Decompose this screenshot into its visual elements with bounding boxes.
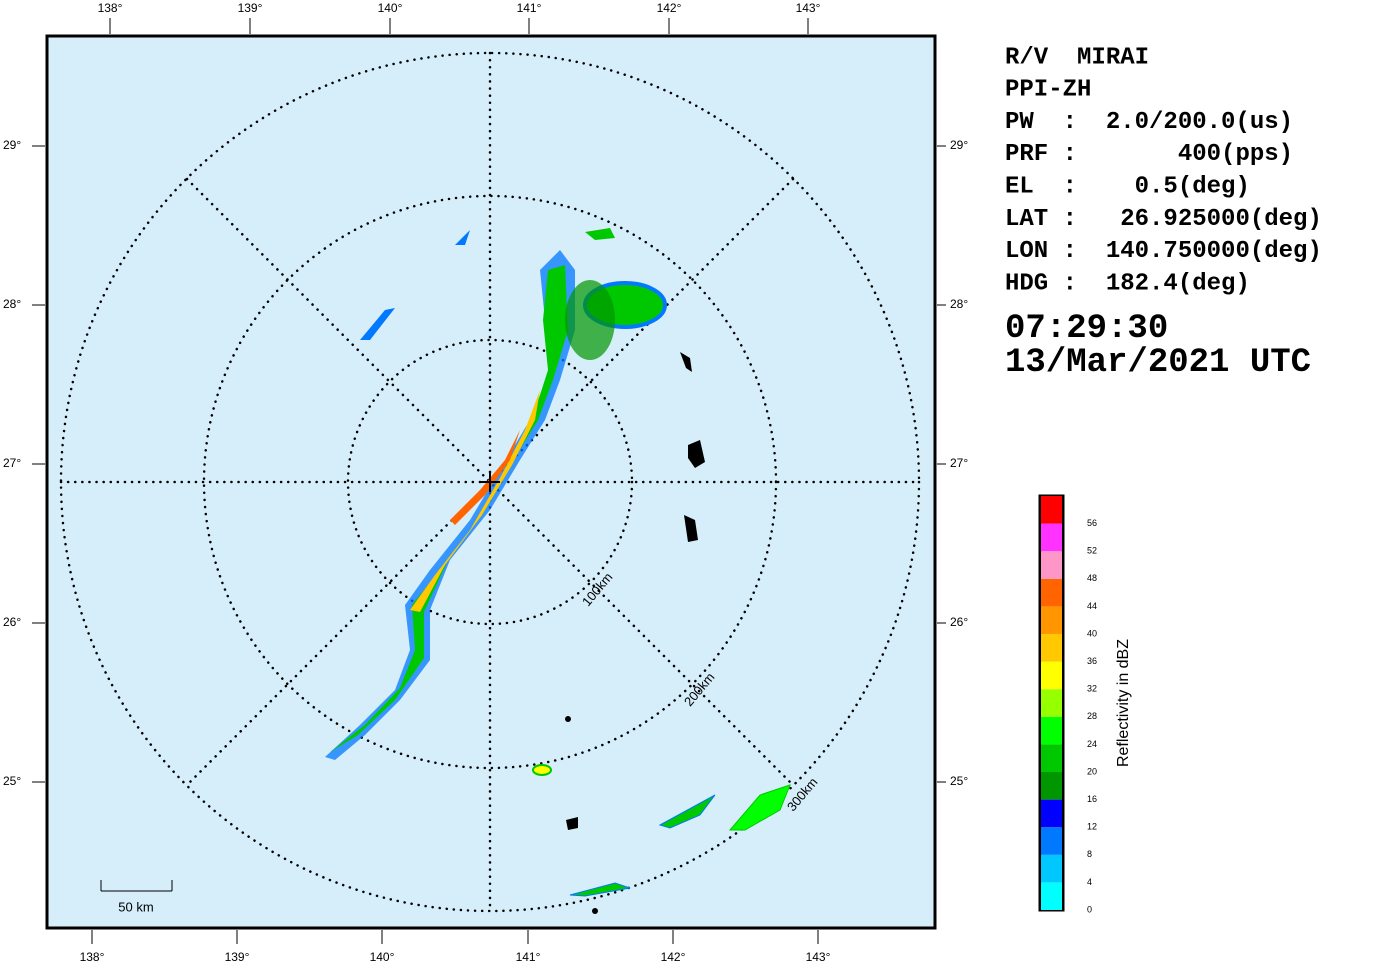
- colorbar-tick: 40: [1087, 628, 1097, 638]
- echo: [330, 265, 568, 752]
- colorbar-tick: 20: [1087, 766, 1097, 776]
- ring: [59, 51, 921, 913]
- spoke: [185, 177, 795, 787]
- lon-label: 138°: [98, 1, 123, 15]
- scale-bar: [100, 880, 173, 892]
- colorbar-tick: 44: [1087, 601, 1097, 611]
- lon-label: 139°: [225, 950, 250, 964]
- lat-label: 26°: [950, 615, 968, 629]
- echo: [360, 308, 395, 340]
- lat-label: 28°: [3, 297, 21, 311]
- lat-label: 27°: [3, 456, 21, 470]
- scale-label: 50 km: [118, 899, 153, 914]
- lon-label: 138°: [80, 950, 105, 964]
- lat-label: 29°: [950, 138, 968, 152]
- island: [565, 716, 571, 722]
- lon-label: 140°: [370, 950, 395, 964]
- info-line: EL : 0.5(deg): [1005, 174, 1250, 201]
- lon-label: 140°: [378, 1, 403, 15]
- date: 13/Mar/2021 UTC: [1005, 344, 1311, 382]
- colorbar-bin: [1041, 606, 1062, 634]
- colorbar-bin: [1041, 799, 1062, 828]
- island: [684, 515, 698, 542]
- lat-label: 29°: [3, 138, 21, 152]
- info-line: PPI-ZH: [1005, 77, 1091, 104]
- echo: [658, 794, 716, 829]
- island: [592, 908, 598, 914]
- colorbar-bin: [1041, 744, 1062, 772]
- colorbar-tick: 52: [1087, 546, 1097, 556]
- colorbar-bin: [1041, 854, 1062, 883]
- colorbar-bin: [1041, 689, 1062, 717]
- colorbar-tick: 16: [1087, 794, 1097, 804]
- lon-label: 141°: [516, 950, 541, 964]
- colorbar-tick: 36: [1087, 656, 1097, 666]
- info-line: LAT : 26.925000(deg): [1005, 206, 1322, 233]
- colorbar-bin: [1041, 551, 1062, 579]
- island: [680, 352, 692, 372]
- lon-label: 142°: [661, 950, 686, 964]
- colorbar-bin: [1041, 827, 1062, 855]
- colorbar-bin: [1041, 772, 1062, 800]
- colorbar-bin: [1041, 523, 1062, 552]
- colorbar-title: Reflectivity in dBZ: [1115, 639, 1132, 767]
- colorbar-bin: [1041, 882, 1062, 910]
- echo: [565, 280, 615, 360]
- range-rings: [59, 51, 921, 913]
- ring: [202, 194, 778, 770]
- colorbar-bin: [1041, 634, 1062, 662]
- lat-label: 28°: [950, 297, 968, 311]
- spoke: [185, 177, 795, 787]
- island: [566, 817, 578, 830]
- colorbar-tick: 12: [1087, 822, 1097, 832]
- colorbar-tick: 28: [1087, 711, 1097, 721]
- info-line: R/V MIRAI: [1005, 44, 1149, 71]
- info-line: PW : 2.0/200.0(us): [1005, 109, 1293, 136]
- info-line: LON : 140.750000(deg): [1005, 238, 1322, 265]
- lon-label: 141°: [517, 1, 542, 15]
- colorbar-bin: [1041, 716, 1062, 745]
- colorbar-bin: [1041, 496, 1062, 524]
- time: 07:29:30: [1005, 310, 1168, 348]
- echo: [728, 784, 791, 831]
- echo: [450, 430, 520, 525]
- info-line: HDG : 182.4(deg): [1005, 270, 1250, 297]
- island: [688, 440, 705, 468]
- echo: [455, 230, 470, 245]
- info-line: PRF : 400(pps): [1005, 141, 1293, 168]
- radar-position: [480, 472, 500, 492]
- lon-label: 143°: [806, 950, 831, 964]
- colorbar-bin: [1041, 661, 1062, 690]
- lat-label: 25°: [950, 774, 968, 788]
- land: [565, 352, 705, 914]
- echo: [585, 228, 615, 240]
- colorbar-tick: 4: [1087, 877, 1092, 887]
- colorbar-tick: 0: [1087, 904, 1092, 914]
- lon-label: 142°: [657, 1, 682, 15]
- lon-label: 139°: [238, 1, 263, 15]
- colorbar-tick: 48: [1087, 573, 1097, 583]
- colorbar-tick: 56: [1087, 518, 1097, 528]
- lon-label: 143°: [796, 1, 821, 15]
- colorbar-tick: 32: [1087, 684, 1097, 694]
- echo: [532, 764, 552, 776]
- lat-label: 26°: [3, 615, 21, 629]
- colorbar-tick: 8: [1087, 849, 1092, 859]
- lat-label: 25°: [3, 774, 21, 788]
- colorbar-tick: 24: [1087, 739, 1097, 749]
- lat-label: 27°: [950, 456, 968, 470]
- colorbar-bin: [1041, 578, 1062, 607]
- ring: [346, 338, 634, 626]
- radar-echoes: [325, 228, 791, 897]
- echo: [569, 882, 631, 897]
